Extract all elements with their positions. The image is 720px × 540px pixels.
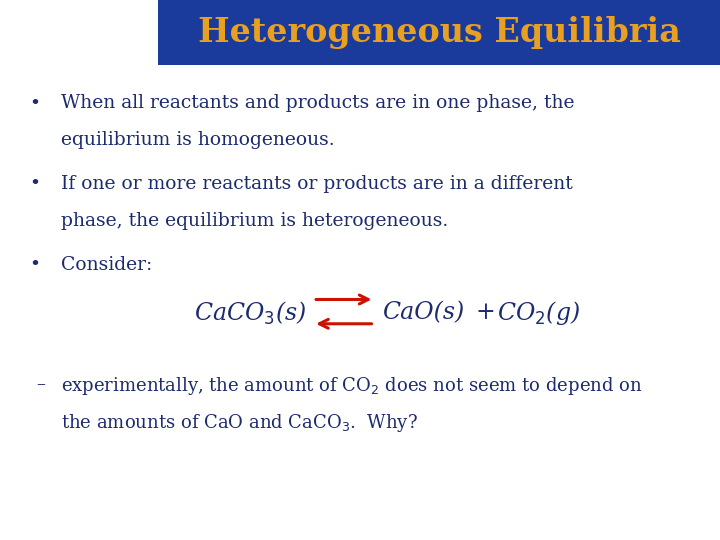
Text: CaO(s): CaO(s) bbox=[382, 301, 464, 325]
Text: •: • bbox=[29, 94, 40, 112]
Text: Heterogeneous Equilibria: Heterogeneous Equilibria bbox=[198, 16, 680, 49]
Text: equilibrium is homogeneous.: equilibrium is homogeneous. bbox=[61, 131, 335, 149]
Text: CO$_2$(g): CO$_2$(g) bbox=[497, 299, 580, 327]
Text: phase, the equilibrium is heterogeneous.: phase, the equilibrium is heterogeneous. bbox=[61, 212, 449, 230]
Text: Consider:: Consider: bbox=[61, 256, 153, 274]
Text: •: • bbox=[29, 256, 40, 274]
Text: +: + bbox=[475, 301, 495, 325]
Text: CaCO$_3$(s): CaCO$_3$(s) bbox=[194, 299, 307, 327]
Text: •: • bbox=[29, 176, 40, 193]
Text: If one or more reactants or products are in a different: If one or more reactants or products are… bbox=[61, 176, 573, 193]
Text: –: – bbox=[36, 375, 45, 394]
Bar bbox=[158, 0, 720, 65]
Text: experimentally, the amount of CO$_2$ does not seem to depend on: experimentally, the amount of CO$_2$ doe… bbox=[61, 375, 643, 397]
Text: the amounts of CaO and CaCO$_3$.  Why?: the amounts of CaO and CaCO$_3$. Why? bbox=[61, 412, 418, 434]
Text: When all reactants and products are in one phase, the: When all reactants and products are in o… bbox=[61, 94, 575, 112]
